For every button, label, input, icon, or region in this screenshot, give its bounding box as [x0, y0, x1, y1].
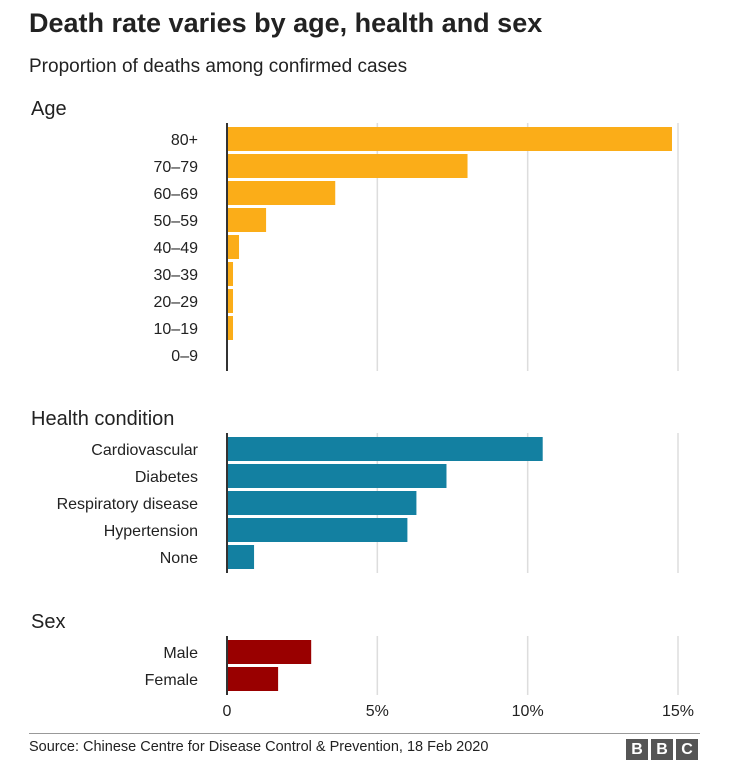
bar [227, 316, 234, 340]
category-label: Cardiovascular [91, 442, 198, 459]
bar [227, 235, 240, 259]
category-label: Hypertension [104, 523, 198, 540]
group-header: Age [31, 98, 67, 120]
chart-title: Death rate varies by age, health and sex [29, 8, 543, 38]
chart-subtitle: Proportion of deaths among confirmed cas… [29, 56, 408, 77]
bar [227, 208, 267, 232]
bar [227, 127, 672, 151]
category-label: 0–9 [171, 348, 198, 365]
source-note: Source: Chinese Centre for Disease Contr… [29, 739, 489, 755]
bar [227, 437, 543, 461]
x-tick-label: 10% [512, 703, 544, 720]
x-tick-label: 15% [662, 703, 694, 720]
bar [227, 181, 336, 205]
category-label: None [160, 550, 198, 567]
group-header: Health condition [31, 408, 174, 430]
category-label: 70–79 [154, 159, 199, 176]
category-label: Female [145, 672, 198, 689]
bar [227, 518, 408, 542]
bbc-logo-letter: B [626, 739, 648, 760]
bar [227, 667, 279, 691]
category-label: 80+ [171, 132, 198, 149]
group-header: Sex [31, 611, 65, 633]
bar [227, 262, 234, 286]
bar [227, 464, 447, 488]
category-label: Male [163, 645, 198, 662]
bar [227, 545, 255, 569]
bar [227, 154, 468, 178]
bar-chart: Age 80+ 70–79 60–69 50–59 40–49 30–39 20–29 10–1… [31, 98, 694, 720]
category-label: 40–49 [154, 240, 199, 257]
bar [227, 289, 234, 313]
bbc-logo-letter: B [651, 739, 673, 760]
bar [227, 491, 417, 515]
category-label: Diabetes [135, 469, 198, 486]
category-label: Respiratory disease [57, 496, 199, 513]
x-tick-label: 5% [366, 703, 389, 720]
category-label: 20–29 [154, 294, 199, 311]
category-label: 30–39 [154, 267, 199, 284]
bbc-logo-letter: C [676, 739, 698, 760]
category-label: 10–19 [154, 321, 199, 338]
category-label: 60–69 [154, 186, 199, 203]
bbc-logo: B B C [626, 739, 698, 760]
x-tick-label: 0 [223, 703, 232, 720]
category-label: 50–59 [154, 213, 199, 230]
footer-divider [29, 733, 700, 734]
bar [227, 640, 312, 664]
